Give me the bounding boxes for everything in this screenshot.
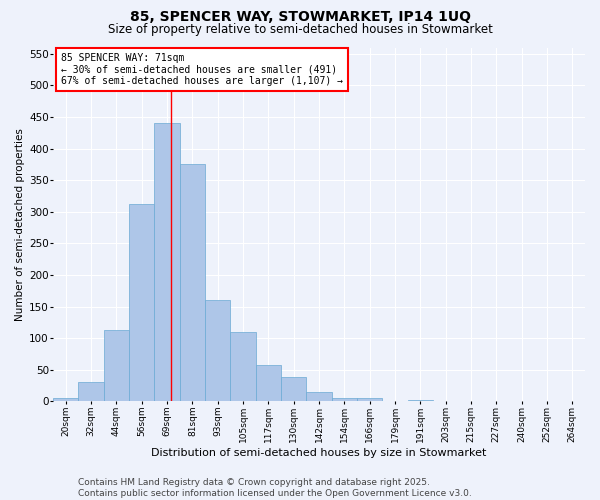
- Bar: [458, 401, 484, 402]
- Bar: [407, 400, 433, 402]
- Text: 85, SPENCER WAY, STOWMARKET, IP14 1UQ: 85, SPENCER WAY, STOWMARKET, IP14 1UQ: [130, 10, 470, 24]
- Bar: [205, 300, 230, 402]
- Bar: [53, 398, 79, 402]
- Text: Size of property relative to semi-detached houses in Stowmarket: Size of property relative to semi-detach…: [107, 22, 493, 36]
- Bar: [357, 398, 382, 402]
- Text: Contains HM Land Registry data © Crown copyright and database right 2025.
Contai: Contains HM Land Registry data © Crown c…: [78, 478, 472, 498]
- Bar: [79, 382, 104, 402]
- Bar: [104, 330, 129, 402]
- Bar: [332, 398, 357, 402]
- Bar: [154, 124, 180, 402]
- Y-axis label: Number of semi-detached properties: Number of semi-detached properties: [15, 128, 25, 321]
- Bar: [281, 378, 307, 402]
- Bar: [307, 392, 332, 402]
- Bar: [256, 366, 281, 402]
- Text: 85 SPENCER WAY: 71sqm
← 30% of semi-detached houses are smaller (491)
67% of sem: 85 SPENCER WAY: 71sqm ← 30% of semi-deta…: [61, 53, 343, 86]
- X-axis label: Distribution of semi-detached houses by size in Stowmarket: Distribution of semi-detached houses by …: [151, 448, 487, 458]
- Bar: [129, 204, 154, 402]
- Bar: [180, 164, 205, 402]
- Bar: [230, 332, 256, 402]
